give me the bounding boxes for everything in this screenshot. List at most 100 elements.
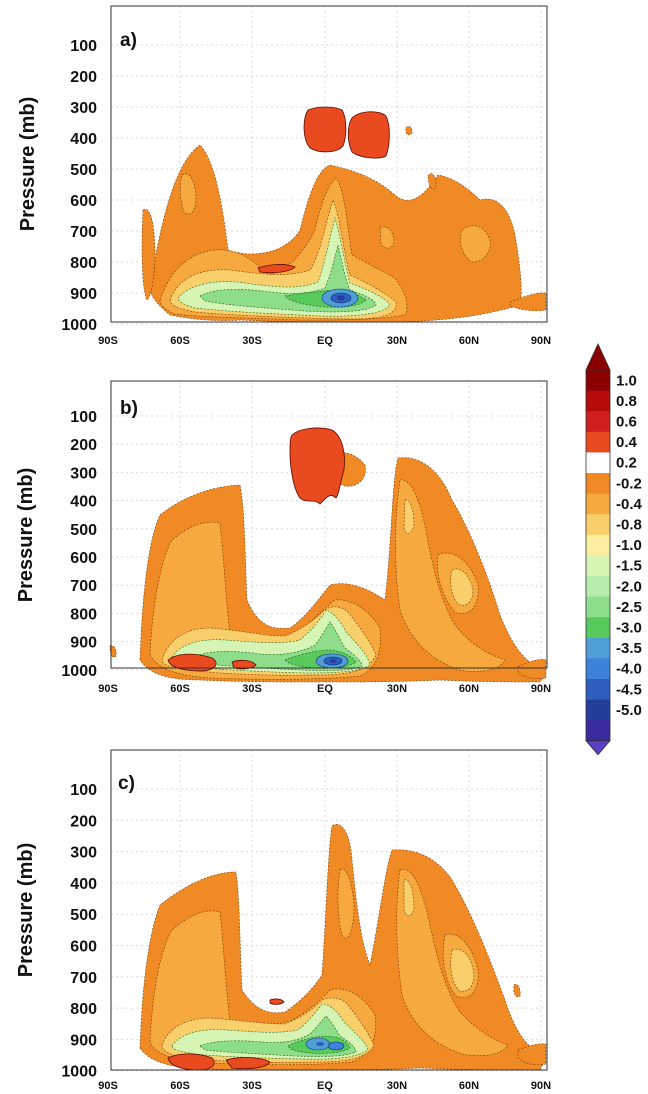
panel-a-xtick-90N: 90N: [531, 335, 551, 347]
panel-a-ytick-900: 900: [70, 286, 97, 303]
colorbar-label-10: -2.0: [616, 578, 642, 595]
panel-a-xtick-30N: 30N: [387, 335, 407, 347]
panel-b-xtick-30N: 30N: [387, 683, 407, 695]
panel-c-ytick-800: 800: [70, 1001, 97, 1018]
colorbar-label-15: -4.5: [616, 681, 642, 698]
panel-b-core: [315, 653, 349, 669]
colorbar-swatches: [585, 343, 611, 756]
colorbar-swatch-9: [586, 555, 610, 577]
panel-b-xticks: 90S 60S 30S EQ 30N 60N 90N: [98, 683, 551, 695]
colorbar-swatch-0: [586, 370, 610, 392]
panel-c-yticks: 100 200 300 400 500 600 700 800 900 1000: [61, 782, 97, 1081]
panel-a-xtick-90S: 90S: [98, 335, 118, 347]
colorbar-swatch-5: [586, 473, 610, 495]
colorbar-label-0: 1.0: [616, 372, 637, 389]
colorbar-label-16: -5.0: [616, 702, 642, 719]
panel-c-ytick-1000: 1000: [61, 1064, 97, 1081]
colorbar-swatch-14: [586, 658, 610, 680]
panel-c-xtick-60S: 60S: [170, 1080, 190, 1092]
panel-c-label: c): [118, 773, 135, 794]
panel-a-xtick-EQ: EQ: [317, 335, 333, 347]
colorbar-swatch-6: [586, 493, 610, 515]
panel-c: c) 100 200 300 400 500 600 700 800 900 1000 90S 60…: [15, 749, 551, 1092]
panel-a-ytick-200: 200: [70, 69, 97, 86]
panel-a-label: a): [120, 30, 137, 51]
colorbar-label-5: -0.2: [616, 475, 642, 492]
panel-c-plot-frame: [110, 749, 548, 1071]
panel-c-ytick-700: 700: [70, 970, 97, 987]
panel-b-plot-frame: [110, 380, 548, 669]
panel-c-xtick-EQ: EQ: [317, 1080, 333, 1092]
colorbar-swatch-13: [586, 637, 610, 659]
panel-c-ytick-500: 500: [70, 907, 97, 924]
colorbar-swatch-16: [586, 699, 610, 721]
colorbar-label-7: -0.8: [616, 517, 642, 534]
colorbar-swatch-4: [586, 452, 610, 474]
panel-a-ytick-700: 700: [70, 224, 97, 241]
colorbar-swatch-15: [586, 679, 610, 701]
colorbar-swatch-17: [586, 720, 610, 742]
colorbar-swatch-10: [586, 576, 610, 598]
panel-c-xtick-30N: 30N: [387, 1080, 407, 1092]
panel-c-core: [305, 1037, 345, 1051]
panel-c-ytick-400: 400: [70, 876, 97, 893]
panel-a-plot-frame: [110, 5, 548, 323]
panel-a: a) 100 200 300 400 500 600 700 800 900 1000 90S 60…: [17, 5, 551, 347]
panel-b-region-plus04: [167, 427, 345, 672]
panel-a-ytick-1000: 1000: [61, 317, 97, 334]
panel-b-xtick-90N: 90N: [531, 683, 551, 695]
colorbar-label-2: 0.6: [616, 414, 637, 431]
panel-c-xtick-30S: 30S: [242, 1080, 262, 1092]
colorbar-swatch-8: [586, 534, 610, 556]
panel-a-region-plus04: [257, 106, 390, 274]
colorbar-swatch-3: [586, 431, 610, 453]
panel-c-xtick-60N: 60N: [459, 1080, 479, 1092]
colorbar-label-11: -2.5: [616, 599, 642, 616]
panel-c-xtick-90S: 90S: [98, 1080, 118, 1092]
panel-b-xtick-30S: 30S: [242, 683, 262, 695]
panel-a-ytick-800: 800: [70, 255, 97, 272]
panel-b-xtick-90S: 90S: [98, 683, 118, 695]
colorbar-label-9: -1.5: [616, 558, 642, 575]
panel-a-xtick-30S: 30S: [242, 335, 262, 347]
panel-b-ytick-1000: 1000: [61, 663, 97, 680]
panel-c-xticks: 90S 60S 30S EQ 30N 60N 90N: [98, 1080, 551, 1092]
colorbar-label-6: -0.4: [616, 496, 643, 513]
panel-c-region-plus04: [167, 998, 285, 1071]
colorbar-swatch-7: [586, 514, 610, 536]
colorbar-labels: 1.0 0.8 0.6 0.4 0.2 -0.2 -0.4 -0.8 -1.0 -1.5 -2.0 -…: [616, 372, 643, 719]
panel-c-ytick-300: 300: [70, 845, 97, 862]
colorbar-label-4: 0.2: [616, 455, 637, 472]
panel-c-xtick-90N: 90N: [531, 1080, 551, 1092]
panel-a-xticks: 90S 60S 30S EQ 30N 60N 90N: [98, 335, 551, 347]
panel-b-xtick-EQ: EQ: [317, 683, 333, 695]
panel-b-ytick-400: 400: [70, 494, 97, 511]
panel-b-ytick-500: 500: [70, 522, 97, 539]
panel-b-xtick-60S: 60S: [170, 683, 190, 695]
panel-c-ytick-900: 900: [70, 1032, 97, 1049]
panel-c-ylabel: Pressure (mb): [15, 843, 37, 978]
colorbar-arrow-top: [585, 343, 611, 371]
panel-a-field: [141, 106, 547, 323]
panel-a-ytick-600: 600: [70, 193, 97, 210]
panel-b-ytick-100: 100: [70, 409, 97, 426]
panel-b-ytick-300: 300: [70, 465, 97, 482]
panel-b-yticks: 100 200 300 400 500 600 700 800 900 1000: [61, 409, 97, 680]
panel-a-yticks: 100 200 300 400 500 600 700 800 900 1000: [61, 38, 97, 334]
panel-b-ytick-900: 900: [70, 635, 97, 652]
colorbar-swatch-1: [586, 390, 610, 412]
colorbar-swatch-12: [586, 617, 610, 639]
panel-c-ytick-600: 600: [70, 939, 97, 956]
panel-a-ytick-300: 300: [70, 100, 97, 117]
panel-b-ytick-800: 800: [70, 606, 97, 623]
colorbar-label-14: -4.0: [616, 661, 642, 678]
colorbar-label-8: -1.0: [616, 537, 642, 554]
panel-a-core: [321, 288, 359, 308]
colorbar-label-12: -3.0: [616, 620, 642, 637]
panel-b-ytick-700: 700: [70, 578, 97, 595]
panel-b-ylabel: Pressure (mb): [15, 468, 37, 603]
panel-a-ytick-100: 100: [70, 38, 97, 55]
panel-b-xtick-60N: 60N: [459, 683, 479, 695]
colorbar-label-3: 0.4: [616, 434, 638, 451]
